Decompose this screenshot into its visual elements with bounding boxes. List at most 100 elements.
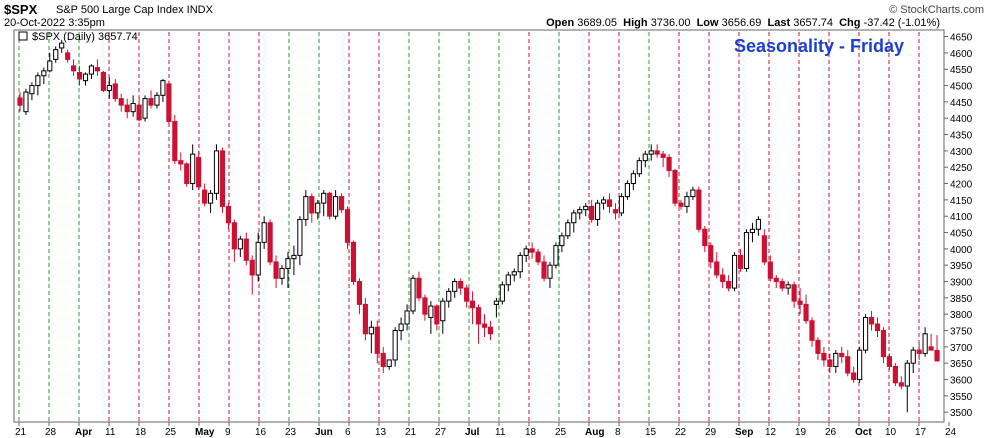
candle — [785, 281, 791, 295]
x-tick-label: 15 — [645, 427, 657, 438]
x-axis: 21 28 Apr 11 18 25 May 9 16 23 Jun 6 13 21 27 Jul 11 18 25… — [15, 422, 957, 438]
x-tick-label: 24 — [945, 427, 957, 438]
candle-body — [886, 356, 892, 367]
candle-body — [356, 281, 363, 305]
candle — [148, 90, 154, 109]
candle-body — [279, 267, 285, 279]
candle-body — [696, 189, 702, 230]
candle — [404, 304, 410, 331]
candle — [523, 245, 529, 262]
x-tick-label: Aug — [585, 427, 604, 438]
candle — [529, 242, 535, 259]
candle-body — [845, 356, 851, 374]
candle — [904, 359, 910, 413]
candle-body — [595, 202, 601, 220]
candle-body — [398, 323, 404, 332]
candle-body — [559, 235, 565, 247]
candle — [845, 350, 851, 377]
chg-label: Chg — [839, 17, 861, 29]
candle-body — [386, 359, 392, 367]
candle-body — [809, 320, 815, 341]
candle-body — [82, 73, 89, 82]
candle-body — [291, 254, 297, 260]
candle — [839, 346, 845, 364]
x-tick-label: May — [195, 427, 215, 438]
x-tick-label: 9 — [225, 427, 231, 438]
candle — [493, 297, 499, 318]
candle — [321, 190, 327, 217]
candle-body — [654, 150, 660, 155]
candle — [809, 317, 815, 347]
candle — [541, 255, 547, 282]
candle — [29, 82, 35, 101]
high-label: High — [623, 17, 648, 29]
x-tick-label: 21 — [15, 427, 27, 438]
x-tick-label: 27 — [435, 427, 447, 438]
candle — [136, 96, 142, 122]
chart-legend: $SPX (Daily) 3657.74 — [32, 31, 138, 43]
candle-body — [338, 196, 345, 211]
candle — [333, 190, 339, 220]
candle-body — [726, 281, 732, 289]
candle — [833, 350, 839, 373]
y-tick-label: 4300 — [950, 147, 973, 158]
candle — [690, 186, 696, 200]
y-axis: 3500 3550 3600 3650 3700 3750 3800 3850 3900 3950… — [944, 33, 973, 419]
candle — [934, 335, 940, 362]
candle — [190, 144, 196, 191]
candle — [684, 191, 690, 213]
copyright-link[interactable]: © StockCharts.com — [889, 4, 984, 16]
candle — [124, 98, 130, 119]
candle-body — [749, 228, 756, 234]
candle — [666, 154, 672, 177]
x-tick-label: 22 — [675, 427, 687, 438]
candle-body — [464, 287, 470, 302]
candle-body — [708, 245, 714, 263]
x-tick-label: 6 — [345, 427, 351, 438]
candle-body — [213, 150, 220, 194]
candle-body — [547, 264, 553, 279]
candle — [737, 248, 744, 272]
candle — [481, 314, 488, 338]
candle-body — [577, 209, 583, 214]
y-tick-label: 4150 — [950, 196, 973, 207]
candle-body — [714, 261, 720, 276]
candle — [398, 317, 404, 341]
candle-body — [636, 160, 642, 175]
candle-body — [207, 192, 214, 204]
x-tick-label: 11 — [495, 427, 506, 438]
candle-body — [41, 70, 47, 77]
candle — [231, 219, 237, 262]
candle — [327, 191, 333, 220]
open-value: 3689.05 — [577, 17, 618, 29]
candle — [803, 294, 809, 324]
candle — [243, 232, 249, 266]
candle-body — [612, 209, 619, 214]
legend-swatch — [18, 31, 28, 41]
candle-body — [827, 359, 833, 367]
candle — [267, 219, 273, 266]
candle — [821, 346, 827, 367]
candle-body — [458, 281, 464, 289]
candle — [17, 92, 23, 112]
candle — [559, 232, 565, 253]
candle — [791, 281, 797, 308]
candle-body — [255, 241, 261, 276]
candle-body — [315, 202, 321, 214]
candle — [255, 232, 261, 282]
candle — [731, 252, 738, 292]
y-tick-label: 4100 — [950, 212, 973, 223]
candle-body — [797, 300, 803, 305]
candle-body — [118, 98, 124, 106]
y-tick-label: 4550 — [950, 65, 973, 76]
candle-body — [910, 349, 916, 364]
candle — [207, 190, 214, 213]
candle — [886, 353, 892, 370]
candle-body — [892, 365, 898, 384]
candle — [184, 162, 190, 187]
candle — [880, 327, 887, 364]
candle-body — [624, 183, 630, 198]
candle — [654, 144, 660, 158]
candle — [648, 144, 654, 161]
